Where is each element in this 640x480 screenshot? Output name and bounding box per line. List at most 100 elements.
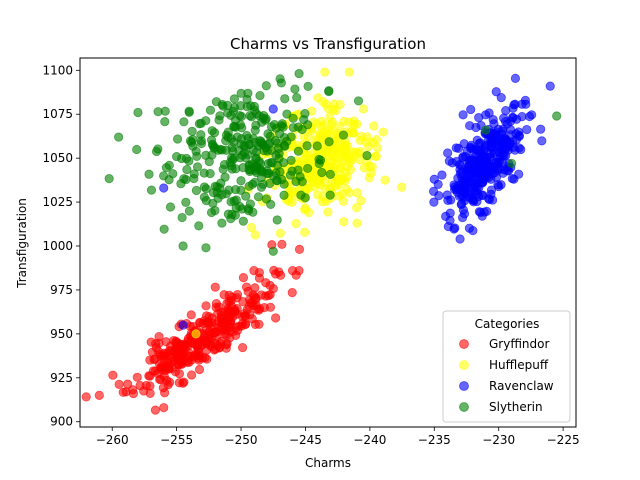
data-point: [344, 157, 355, 168]
data-point: [175, 349, 185, 359]
data-point: [312, 141, 322, 151]
data-point: [552, 111, 562, 121]
data-point: [468, 225, 478, 236]
data-point: [429, 197, 439, 207]
data-point: [240, 319, 251, 329]
legend: Categories Gryffindor Hufflepuff Ravenclaw…: [442, 310, 571, 423]
data-point: [274, 267, 284, 277]
data-point: [338, 196, 349, 206]
data-point: [201, 345, 212, 355]
data-point: [188, 134, 198, 145]
data-point: [364, 173, 374, 183]
x-tick-label: −230: [482, 433, 515, 447]
data-point: [164, 175, 174, 185]
data-point: [230, 306, 240, 317]
data-point: [144, 169, 154, 179]
data-point: [496, 93, 506, 103]
data-point: [451, 156, 462, 167]
plot-frame: [79, 57, 577, 428]
data-point: [352, 203, 362, 213]
legend-marker-gryffindor: [459, 339, 469, 349]
data-point: [449, 224, 459, 234]
data-point: [236, 88, 246, 98]
data-point: [459, 209, 470, 219]
data-point: [222, 338, 232, 349]
data-point: [189, 169, 199, 179]
data-point: [309, 172, 319, 183]
data-point: [235, 111, 245, 121]
data-point: [187, 126, 197, 136]
data-point: [327, 119, 337, 129]
data-point: [506, 158, 517, 169]
data-point: [258, 167, 268, 177]
y-tick-label: 950: [50, 327, 73, 341]
data-point: [265, 280, 275, 291]
data-point: [475, 166, 485, 176]
data-point: [446, 195, 456, 205]
data-point: [280, 94, 290, 104]
data-point: [209, 327, 220, 337]
data-point: [239, 148, 250, 158]
data-point: [294, 244, 305, 254]
data-point: [159, 403, 169, 413]
data-point: [151, 338, 161, 349]
data-point: [123, 379, 133, 389]
data-point: [297, 124, 307, 135]
data-point: [245, 199, 255, 209]
data-point: [104, 174, 114, 184]
data-point: [194, 221, 204, 231]
data-point: [268, 104, 278, 114]
data-point: [290, 84, 300, 94]
data-point: [250, 230, 260, 240]
data-point: [201, 184, 211, 194]
data-point: [362, 132, 372, 142]
data-point: [362, 150, 372, 161]
data-point: [223, 313, 234, 323]
data-point: [514, 127, 524, 137]
data-point: [261, 81, 271, 91]
data-point: [300, 109, 310, 119]
data-point: [251, 304, 262, 314]
data-point: [238, 342, 248, 353]
y-tick-label: 925: [50, 371, 73, 385]
x-axis-ticks: −260 −255 −250 −245 −240 −235 −230 −225: [96, 427, 580, 447]
x-tick-label: −225: [547, 433, 580, 447]
data-point: [364, 161, 374, 172]
data-point: [300, 203, 310, 213]
data-point: [207, 150, 217, 160]
data-point: [302, 141, 312, 151]
data-point: [371, 135, 382, 145]
data-point: [236, 185, 246, 195]
data-point: [183, 336, 193, 346]
data-point: [344, 67, 354, 77]
data-point: [466, 104, 476, 115]
data-point: [231, 122, 241, 132]
data-point: [466, 155, 476, 165]
data-point: [545, 81, 555, 91]
data-point: [470, 144, 481, 154]
data-point: [300, 227, 310, 237]
y-tick-label: 1100: [42, 63, 73, 77]
data-point: [238, 273, 249, 283]
data-point: [259, 111, 269, 121]
data-point: [461, 184, 471, 194]
data-point: [172, 134, 183, 144]
data-point: [325, 169, 335, 179]
legend-title: Categories: [475, 317, 540, 331]
legend-marker-ravenclaw: [459, 381, 469, 391]
data-point: [508, 113, 518, 123]
data-point: [114, 379, 124, 389]
data-point: [324, 137, 334, 147]
data-point: [133, 107, 143, 118]
data-point: [397, 182, 407, 192]
data-point: [245, 111, 255, 121]
data-point: [184, 206, 195, 216]
data-point: [320, 67, 330, 77]
data-point: [226, 133, 236, 144]
legend-label-slytherin: Slytherin: [489, 400, 543, 414]
data-point: [179, 117, 189, 127]
data-point: [356, 195, 366, 206]
data-point: [443, 148, 453, 158]
data-point: [277, 174, 287, 185]
data-point: [319, 120, 329, 130]
